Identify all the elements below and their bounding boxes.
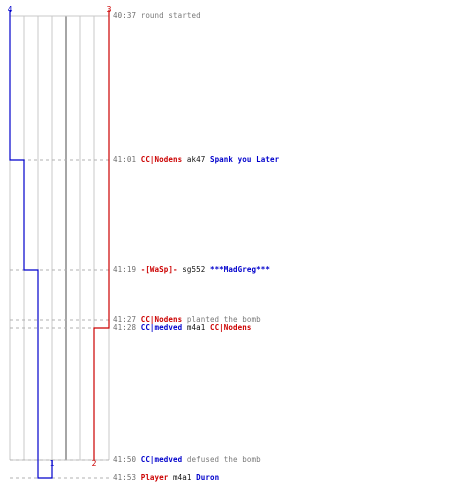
player-name: Duron <box>196 473 220 482</box>
event-row: 40:37 round started <box>113 11 201 20</box>
event-time: 41:28 <box>113 323 137 332</box>
red-team-line <box>93 10 110 460</box>
event-row: 41:50 CC|medved defused the bomb <box>113 455 261 464</box>
player-name: Player <box>140 473 169 482</box>
event-text: ak47 <box>182 155 210 164</box>
event-time: 41:19 <box>113 265 137 274</box>
event-time: 41:27 <box>113 315 137 324</box>
event-text: m4a1 <box>168 473 197 482</box>
red-end-count: 2 <box>92 459 97 468</box>
event-guide-lines <box>10 159 110 479</box>
event-row: 41:27 CC|Nodens planted the bomb <box>113 315 261 324</box>
score-labels: 4 3 1 2 <box>8 5 112 468</box>
event-time: 41:50 <box>113 455 137 464</box>
player-name: Spank you Later <box>209 155 280 164</box>
player-name: ***MadGreg*** <box>209 265 270 274</box>
player-name: CC|medved <box>140 455 183 464</box>
red-start-count: 3 <box>107 5 112 14</box>
blue-start-count: 4 <box>8 5 13 14</box>
event-row: 41:19 -[WaSp]- sg552 ***MadGreg*** <box>113 265 270 274</box>
event-row: 41:01 CC|Nodens ak47 Spank you Later <box>113 155 279 164</box>
player-name: -[WaSp]- <box>140 265 178 274</box>
event-text: defused the bomb <box>182 455 261 464</box>
event-time: 40:37 <box>113 11 137 20</box>
player-grid-lines <box>9 15 110 461</box>
player-name: CC|Nodens <box>209 323 252 332</box>
blue-team-line <box>9 10 53 479</box>
team-alive-lines <box>9 10 110 479</box>
event-time: 41:53 <box>113 473 137 482</box>
blue-end-count: 1 <box>50 459 55 468</box>
event-text: round started <box>140 11 201 20</box>
player-name: CC|Nodens <box>140 315 183 324</box>
event-time: 41:01 <box>113 155 137 164</box>
player-name: CC|Nodens <box>140 155 183 164</box>
event-row: 41:53 Player m4a1 Duron <box>113 473 219 482</box>
event-text: sg552 <box>177 265 210 274</box>
event-text: planted the bomb <box>182 315 261 324</box>
event-row: 41:28 CC|medved m4a1 CC|Nodens <box>113 323 252 332</box>
event-text: m4a1 <box>182 323 210 332</box>
player-name: CC|medved <box>140 323 183 332</box>
